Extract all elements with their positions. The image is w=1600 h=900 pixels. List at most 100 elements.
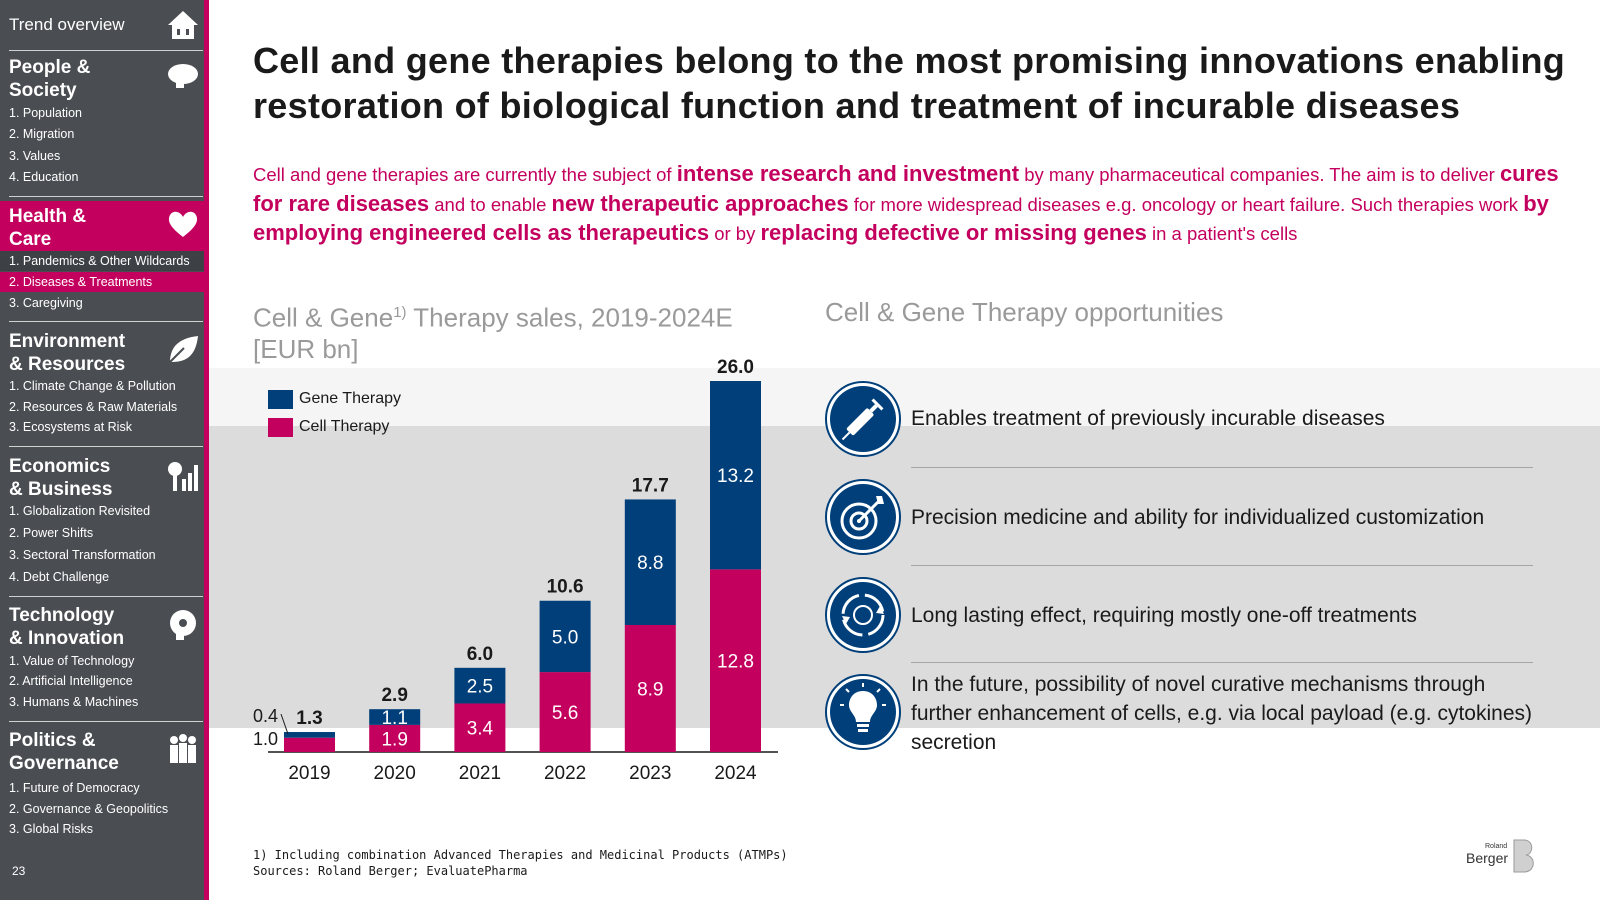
sidebar-item-migration[interactable]: 2. Migration xyxy=(9,127,75,141)
sidebar-item-resources[interactable]: 2. Resources & Raw Materials xyxy=(9,400,178,414)
section-title: Politics & xyxy=(9,730,96,751)
x-tick-label: 2019 xyxy=(288,763,330,784)
bar-value-label: 2.5 xyxy=(467,677,493,698)
x-tick-label: 2024 xyxy=(714,763,757,784)
bar-value-label: 1.9 xyxy=(381,729,407,750)
bar-cell-2020 xyxy=(369,724,421,752)
bar-gene-2019 xyxy=(284,732,335,738)
syringe-icon xyxy=(825,381,901,457)
chart-heading-text: Therapy sales, 2019-2024E xyxy=(406,302,733,333)
footnote-sources: Sources: Roland Berger; EvaluatePharma xyxy=(253,864,528,878)
sidebar-item-globalization[interactable]: 1. Globalization Revisited xyxy=(9,504,151,518)
heart-icon xyxy=(168,211,198,237)
section-title: Governance xyxy=(9,753,119,774)
intro-highlight: replacing defective or missing genes xyxy=(760,220,1147,245)
chart-heading-text: Cell & Gene xyxy=(253,302,394,333)
section-title: People & xyxy=(9,57,91,78)
bar-total-label: 10.6 xyxy=(547,577,584,598)
chart-heading-sup: 1) xyxy=(393,304,407,321)
sidebar-divider xyxy=(9,50,203,51)
intro-text: or by xyxy=(709,223,761,244)
opportunity-text-4: In the future, possibility of novel cura… xyxy=(911,673,1532,754)
bar-value-label: 8.9 xyxy=(637,680,663,701)
x-tick-label: 2022 xyxy=(544,763,586,784)
opportunity-text-2: Precision medicine and ability for indiv… xyxy=(911,506,1485,529)
bar-value-label: 1.1 xyxy=(381,708,407,729)
section-title: & Innovation xyxy=(9,628,125,649)
section-highlight xyxy=(0,201,204,253)
sidebar-item-future-democracy[interactable]: 1. Future of Democracy xyxy=(9,781,140,795)
bar-total-label: 1.3 xyxy=(296,708,322,729)
sidebar-item-caregiving[interactable]: 3. Caregiving xyxy=(9,296,83,310)
intro-paragraph: Cell and gene therapies are currently th… xyxy=(253,160,1563,249)
intro-text: in a patient's cells xyxy=(1146,223,1298,244)
gear-head-icon xyxy=(170,610,196,640)
footnote: 1) Including combination Advanced Therap… xyxy=(253,847,788,879)
background-band-light xyxy=(209,368,1600,426)
chart-heading-unit: [EUR bn] xyxy=(253,333,359,364)
sidebar-item-climate-change[interactable]: 1. Climate Change & Pollution xyxy=(9,379,176,393)
intro-highlight: intense research and investment xyxy=(676,161,1020,186)
bar-total-label: 6.0 xyxy=(467,644,493,665)
opportunity-divider xyxy=(911,565,1533,566)
opportunity-divider xyxy=(911,662,1533,663)
logo-b-icon xyxy=(1513,839,1534,873)
title-line-2: restoration of biological function and t… xyxy=(253,85,1461,126)
lightbulb-icon xyxy=(825,674,901,750)
section-title: Society xyxy=(9,80,77,101)
footnote-line-1: 1) Including combination Advanced Therap… xyxy=(253,848,788,862)
trend-overview-link[interactable]: Trend overview xyxy=(0,0,204,50)
sidebar-item-humans-machines[interactable]: 3. Humans & Machines xyxy=(9,695,139,709)
intro-text: by many pharmaceutical companies. The ai… xyxy=(1019,164,1500,185)
sidebar-item-ai[interactable]: 2. Artificial Intelligence xyxy=(9,674,133,688)
chart-heading: Cell & Gene1) Therapy sales, 2019-2024E … xyxy=(253,297,733,365)
legend-swatch-gene xyxy=(268,390,293,409)
bar-cell-2023 xyxy=(624,625,676,752)
bar-cell-2019 xyxy=(284,737,335,752)
sidebar-divider xyxy=(9,446,203,447)
bar-gene-2023 xyxy=(624,499,676,626)
section-title: Care xyxy=(9,229,52,250)
page-number: 23 xyxy=(12,864,26,878)
sidebar-item-pandemics[interactable]: 1. Pandemics & Other Wildcards xyxy=(0,251,204,271)
trend-overview-label: Trend overview xyxy=(9,15,125,34)
bar-cell-2022 xyxy=(539,672,591,752)
sidebar-item-global-risks[interactable]: 3. Global Risks xyxy=(9,822,94,836)
opportunity-text-3: Long lasting effect, requiring mostly on… xyxy=(911,604,1417,627)
sidebar-item-education[interactable]: 4. Education xyxy=(9,170,79,184)
sidebar-item-ecosystems[interactable]: 3. Ecosystems at Risk xyxy=(9,420,132,434)
sidebar-item-power-shifts[interactable]: 2. Power Shifts xyxy=(9,526,94,540)
bar-value-label: 8.8 xyxy=(637,553,663,574)
sidebar-item-debt[interactable]: 4. Debt Challenge xyxy=(9,570,110,584)
house-icon xyxy=(168,11,198,39)
sidebar-divider xyxy=(9,721,203,722)
sidebar-item-governance-geopolitics[interactable]: 2. Governance & Geopolitics xyxy=(9,802,169,816)
section-title: Technology xyxy=(9,605,115,626)
legend-label-gene: Gene Therapy xyxy=(299,390,401,407)
sidebar-item-population[interactable]: 1. Population xyxy=(9,106,82,120)
sidebar-item-sectoral[interactable]: 3. Sectoral Transformation xyxy=(9,548,156,562)
bar-value-label: 13.2 xyxy=(717,466,754,487)
x-tick-label: 2021 xyxy=(459,763,501,784)
opportunity-divider xyxy=(911,467,1533,468)
bar-value-label: 5.6 xyxy=(552,703,578,724)
section-title: & Resources xyxy=(9,354,126,375)
sidebar-item-value-of-technology[interactable]: 1. Value of Technology xyxy=(9,654,135,668)
roland-berger-logo: Roland Berger xyxy=(1464,838,1544,878)
bar-gene-2024 xyxy=(710,381,761,570)
x-tick-label: 2020 xyxy=(374,763,416,784)
sidebar-item-diseases-treatments[interactable]: 2. Diseases & Treatments xyxy=(0,272,204,292)
people-icon xyxy=(170,734,196,763)
sidebar-item-values[interactable]: 3. Values xyxy=(9,149,61,163)
bar-value-label: 12.8 xyxy=(717,652,754,673)
bar-value-label-gene-2019: 0.4 xyxy=(253,706,278,726)
cycle-icon xyxy=(825,577,901,653)
growth-icon xyxy=(168,462,198,491)
section-title: & Business xyxy=(9,479,113,500)
bar-chart: 1.3 2019 1.91.12.9 2020 3.4 2.5 6.0 2021 5.6 5.0 1… xyxy=(253,357,778,784)
intro-text: for more widespread diseases e.g. oncolo… xyxy=(848,193,1524,215)
sidebar: Trend overview People & Society 1. Popula… xyxy=(0,0,209,900)
section-title: Health & xyxy=(9,206,87,227)
head-icon xyxy=(168,64,198,88)
legend-label-cell: Cell Therapy xyxy=(299,418,390,435)
